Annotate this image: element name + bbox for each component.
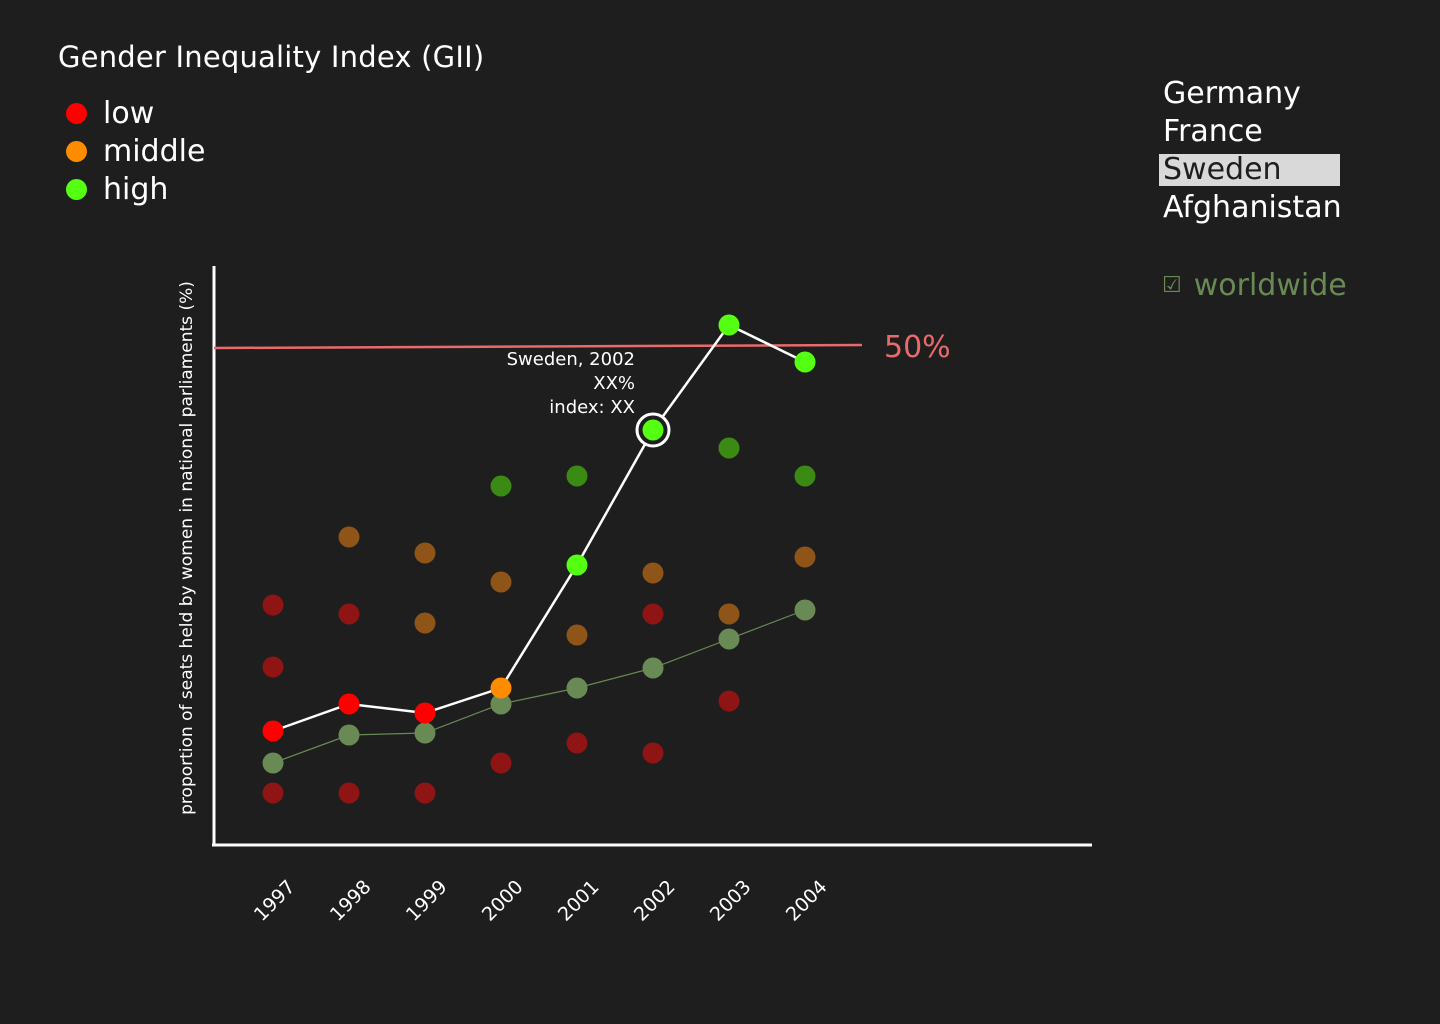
legend-label-middle: middle: [103, 133, 206, 169]
legend-item-low: low: [66, 94, 205, 132]
x-tick-label: 2001: [554, 876, 604, 926]
worldwide-point[interactable]: [338, 724, 360, 746]
worldwide-point[interactable]: [794, 599, 816, 621]
reference-line-50: [213, 343, 863, 350]
country-item-france[interactable]: France: [1163, 114, 1263, 149]
worldwide-point[interactable]: [642, 657, 664, 679]
worldwide-toggle[interactable]: ☑ worldwide: [1162, 268, 1347, 303]
low-dot-icon: [66, 102, 87, 124]
x-tick-label: 2002: [630, 876, 680, 926]
x-tick-label: 1999: [402, 876, 452, 926]
data-point-middle[interactable]: [642, 562, 664, 584]
country-list: Germany France Sweden Afghanistan: [1159, 76, 1342, 230]
chart-axes: proportion of seats held by women in nat…: [177, 266, 1092, 847]
data-point-low[interactable]: [338, 603, 360, 625]
middle-dot-icon: [66, 140, 87, 162]
selected-point-high[interactable]: [718, 314, 740, 336]
x-tick-label: 2004: [782, 876, 832, 926]
tooltip-line: XX%: [593, 373, 635, 394]
legend: low middle high: [66, 94, 205, 208]
x-tick-labels: 1997 1998 1999 2000 2001 2002 2003 2004: [250, 876, 832, 926]
y-axis-label: proportion of seats held by women in nat…: [177, 281, 197, 815]
country-item-afghanistan[interactable]: Afghanistan: [1163, 190, 1342, 225]
data-point-high[interactable]: [718, 437, 740, 459]
data-point-low[interactable]: [490, 752, 512, 774]
worldwide-label: worldwide: [1193, 268, 1347, 303]
worldwide-point[interactable]: [490, 693, 512, 715]
tooltip-line: Sweden, 2002: [507, 349, 635, 370]
tooltip-line: index: XX: [549, 397, 635, 418]
data-point-low[interactable]: [338, 782, 360, 804]
selected-series-line: [272, 323, 806, 733]
x-tick-label: 2003: [706, 876, 756, 926]
selected-point-low[interactable]: [414, 702, 436, 724]
reference-line-group: 50%: [213, 330, 951, 365]
reference-line-label: 50%: [884, 330, 951, 365]
data-point-low[interactable]: [718, 690, 740, 712]
selected-series: [262, 314, 816, 742]
data-point-middle[interactable]: [566, 624, 588, 646]
data-point-low[interactable]: [566, 732, 588, 754]
selected-point-low[interactable]: [262, 720, 284, 742]
checkbox-checked-icon[interactable]: ☑: [1162, 272, 1182, 298]
data-point-high[interactable]: [566, 465, 588, 487]
legend-label-high: high: [103, 171, 169, 207]
legend-title: Gender Inequality Index (GII): [58, 40, 485, 74]
worldwide-point[interactable]: [718, 628, 740, 650]
data-point-middle[interactable]: [338, 526, 360, 548]
selected-point-high[interactable]: [566, 554, 588, 576]
country-item-sweden[interactable]: Sweden: [1159, 154, 1340, 186]
worldwide-point[interactable]: [566, 677, 588, 699]
data-point-low[interactable]: [262, 594, 284, 616]
data-point-low[interactable]: [414, 782, 436, 804]
data-point-low[interactable]: [642, 603, 664, 625]
x-tick-label: 2000: [478, 876, 528, 926]
data-point-low[interactable]: [262, 656, 284, 678]
high-dot-icon: [66, 178, 87, 200]
worldwide-point[interactable]: [414, 722, 436, 744]
data-point-high[interactable]: [794, 465, 816, 487]
legend-item-middle: middle: [66, 132, 205, 170]
country-item-germany[interactable]: Germany: [1163, 76, 1301, 111]
x-tick-label: 1997: [250, 876, 300, 926]
selected-point-high[interactable]: [642, 419, 664, 441]
selected-point-middle[interactable]: [490, 677, 512, 699]
data-point-middle[interactable]: [718, 603, 740, 625]
data-point-low[interactable]: [262, 782, 284, 804]
worldwide-line: [272, 609, 806, 764]
selected-point-low[interactable]: [338, 693, 360, 715]
selected-point-high[interactable]: [794, 351, 816, 373]
worldwide-point[interactable]: [262, 752, 284, 774]
data-point-low[interactable]: [642, 742, 664, 764]
data-point-high[interactable]: [490, 475, 512, 497]
data-point-middle[interactable]: [414, 612, 436, 634]
data-point-middle[interactable]: [414, 542, 436, 564]
worldwide-series: [262, 599, 816, 774]
tooltip: Sweden, 2002 XX% index: XX: [507, 349, 635, 418]
data-point-middle[interactable]: [490, 571, 512, 593]
x-tick-label: 1998: [326, 876, 376, 926]
data-point-middle[interactable]: [794, 546, 816, 568]
legend-item-high: high: [66, 170, 205, 208]
legend-label-low: low: [103, 95, 155, 131]
background-points: [262, 437, 816, 804]
